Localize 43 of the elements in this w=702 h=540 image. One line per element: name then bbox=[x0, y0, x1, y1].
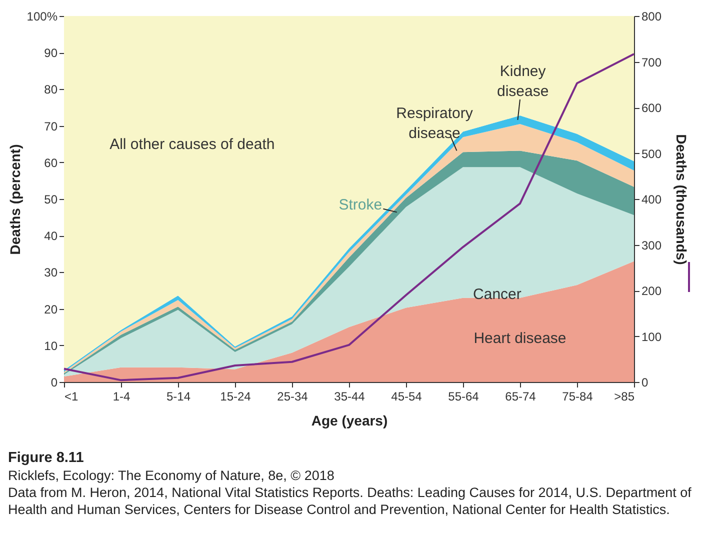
y2-tick-label: 700 bbox=[642, 55, 662, 70]
y2-tick-label: 500 bbox=[642, 146, 662, 161]
y2-tick-label: 100 bbox=[642, 330, 662, 344]
y-tick-label: 0 bbox=[50, 376, 58, 390]
x-tick-label: 75-84 bbox=[562, 390, 594, 404]
y2-axis-title: Deaths (thousands) bbox=[674, 134, 690, 265]
y-tick-label: 100% bbox=[26, 10, 58, 24]
y2-tick-label: 800 bbox=[642, 10, 662, 24]
series-label: Heart disease bbox=[474, 330, 566, 348]
x-axis-title: Age (years) bbox=[311, 412, 388, 428]
y-tick-label: 80 bbox=[44, 82, 58, 97]
caption: Figure 8.11 bbox=[8, 450, 85, 467]
text: Data from M. Heron, 2014, National Vital Statistics Reports. Deaths: Leading Causes for 2014, U.S. Department of Health and Human Services, Centers for Disease Control and Prevention, National Center for Health Statistics. bbox=[8, 484, 692, 518]
series-label: Stroke bbox=[338, 196, 382, 214]
x-tick-label: <1 bbox=[64, 390, 79, 404]
y-axis-title: Deaths (percent) bbox=[6, 144, 23, 255]
series-label: Respiratory disease bbox=[396, 104, 474, 142]
x-tick-label: 1-4 bbox=[112, 390, 130, 404]
y2-tick-label: 300 bbox=[642, 238, 662, 252]
y2-tick-label: 600 bbox=[642, 101, 662, 115]
y-tick-label: 50 bbox=[44, 192, 58, 206]
x-tick-label: >85 bbox=[614, 390, 635, 404]
x-tick-label: 5-14 bbox=[166, 390, 191, 404]
y2-tick-label: 200 bbox=[642, 284, 662, 298]
x-tick-label: 25-34 bbox=[277, 390, 308, 404]
y2-tick-label: 0 bbox=[642, 376, 648, 390]
y-tick-label: 60 bbox=[44, 156, 58, 170]
series-label: All other causes of death bbox=[110, 136, 275, 154]
y-tick-label: 20 bbox=[44, 302, 58, 316]
y-tick-label: 30 bbox=[44, 266, 58, 280]
x-tick-label: 35-44 bbox=[334, 390, 366, 404]
x-tick-label: 55-64 bbox=[448, 390, 480, 404]
text: Ricklefs, Ecology: The Economy of Nature, 8e, © 2018 bbox=[8, 467, 336, 484]
series-label: Kidney disease bbox=[497, 62, 549, 100]
y-tick-label: 90 bbox=[44, 46, 58, 60]
y-tick-label: 10 bbox=[44, 338, 58, 353]
x-tick-label: 15-24 bbox=[220, 390, 252, 404]
y2-tick-label: 400 bbox=[642, 192, 662, 206]
x-tick-label: 45-54 bbox=[391, 390, 422, 404]
series-label: Cancer bbox=[473, 286, 522, 304]
y-tick-label: 40 bbox=[44, 229, 58, 244]
y-tick-label: 70 bbox=[44, 119, 58, 134]
x-tick-label: 65-74 bbox=[505, 390, 536, 404]
